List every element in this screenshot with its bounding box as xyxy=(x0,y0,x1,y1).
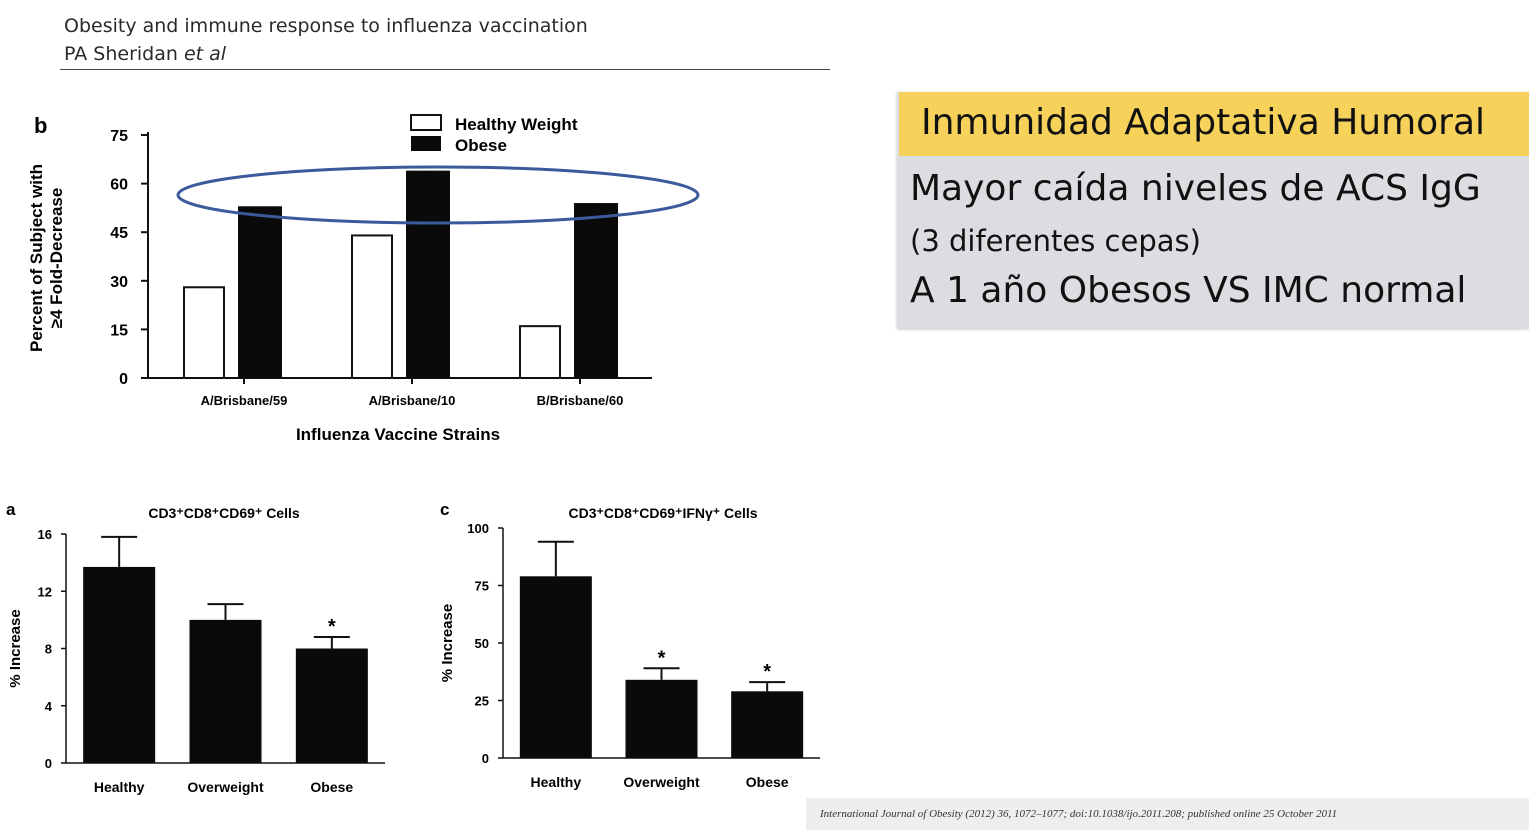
chart-title: CD3⁺CD8⁺CD69⁺IFNγ⁺ Cells xyxy=(568,505,757,521)
chart-b-strain-decrease: b 0 15 30 45 60 75 A/Brisbane/59 A/Brisbane/10 B/… xyxy=(27,113,700,444)
significance-marker: * xyxy=(328,616,336,638)
y-tick-label: 16 xyxy=(38,527,52,542)
summary-line-1: Mayor caída niveles de ACS IgG xyxy=(910,168,1481,209)
legend-label-healthy-weight: Healthy Weight xyxy=(455,115,578,134)
highlight-ellipse xyxy=(176,165,700,225)
y-tick-label: 25 xyxy=(475,694,489,709)
legend-label-obese: Obese xyxy=(455,136,507,155)
y-tick-label: 8 xyxy=(45,642,52,657)
legend-swatch-obese xyxy=(411,136,441,151)
y-tick-label: 4 xyxy=(45,699,53,714)
bar-healthy-weight xyxy=(519,325,561,380)
bar-overweight xyxy=(189,619,262,763)
article-title: Obesity and immune response to influenza… xyxy=(64,15,588,37)
citation-bar: International Journal of Obesity (2012) … xyxy=(806,798,1529,830)
y-tick-label: 30 xyxy=(110,274,128,291)
x-tick-label: Obese xyxy=(746,774,789,790)
y-tick-label: 75 xyxy=(110,128,128,145)
y-tick-label: 50 xyxy=(475,636,489,651)
author-etal: et al xyxy=(183,43,227,65)
y-tick-label: 0 xyxy=(45,756,52,771)
x-tick-label: Healthy xyxy=(531,774,582,790)
chart-title: CD3⁺CD8⁺CD69⁺ Cells xyxy=(148,505,300,521)
panel-label-b: b xyxy=(34,113,47,138)
bar-obese xyxy=(238,206,282,378)
legend-swatch-healthy-weight xyxy=(410,114,442,131)
bar-obese xyxy=(295,648,368,763)
x-tick-label: Overweight xyxy=(623,774,700,790)
y-tick-label: 60 xyxy=(110,177,128,194)
citation-text: International Journal of Obesity (2012) … xyxy=(820,808,1338,820)
author-name: PA Sheridan xyxy=(64,43,178,65)
header-rule xyxy=(60,69,830,70)
x-axis-label: Influenza Vaccine Strains xyxy=(296,425,500,444)
x-tick-label: Obese xyxy=(310,779,353,795)
article-header: Obesity and immune response to influenza… xyxy=(64,12,588,68)
y-axis-label: % Increase xyxy=(439,604,456,682)
x-tick-label: Healthy xyxy=(94,779,145,795)
y-axis-label: % Increase xyxy=(7,609,24,687)
panel-label-c: c xyxy=(440,500,449,519)
y-tick-label: 45 xyxy=(110,225,128,242)
y-tick-label: 15 xyxy=(110,322,128,339)
y-tick-label: 75 xyxy=(475,579,489,594)
y-tick-label: 0 xyxy=(119,371,128,388)
summary-line-3: A 1 año Obesos VS IMC normal xyxy=(910,270,1467,311)
y-axis-label-line1: Percent of Subject with xyxy=(27,164,46,352)
bar-obese xyxy=(731,691,804,758)
y-tick-label: 12 xyxy=(38,584,52,599)
y-tick-label: 100 xyxy=(467,521,489,536)
bar-obese xyxy=(406,170,450,378)
bar-healthy-weight xyxy=(183,286,225,379)
summary-heading-bar: Inmunidad Adaptativa Humoral xyxy=(899,92,1529,156)
x-tick-label: A/Brisbane/10 xyxy=(369,393,456,408)
bar-overweight xyxy=(625,679,698,758)
y-tick-label: 0 xyxy=(482,751,489,766)
significance-marker: * xyxy=(658,647,666,669)
x-tick-label: Overweight xyxy=(187,779,264,795)
panel-label-a: a xyxy=(6,500,16,519)
x-tick-label: B/Brisbane/60 xyxy=(537,393,624,408)
article-authors: PA Sheridan et al xyxy=(64,40,588,68)
bar-healthy-weight xyxy=(351,234,393,379)
chart-a-cd69-cells: a CD3⁺CD8⁺CD69⁺ Cells 0 4 8 12 16 % Increase Hea… xyxy=(6,500,385,795)
bar-healthy xyxy=(83,566,156,763)
x-tick-label: A/Brisbane/59 xyxy=(201,393,288,408)
chart-c-ifng-cells: c CD3⁺CD8⁺CD69⁺IFNγ⁺ Cells 0 25 50 75 100 % Inc… xyxy=(439,500,820,790)
y-axis-label-line2: ≥4 Fold-Decrease xyxy=(47,188,66,329)
summary-line-2: (3 diferentes cepas) xyxy=(910,224,1201,258)
summary-heading: Inmunidad Adaptativa Humoral xyxy=(921,102,1486,143)
bar-obese xyxy=(574,203,618,378)
bar-healthy xyxy=(519,576,592,758)
significance-marker: * xyxy=(763,661,771,683)
